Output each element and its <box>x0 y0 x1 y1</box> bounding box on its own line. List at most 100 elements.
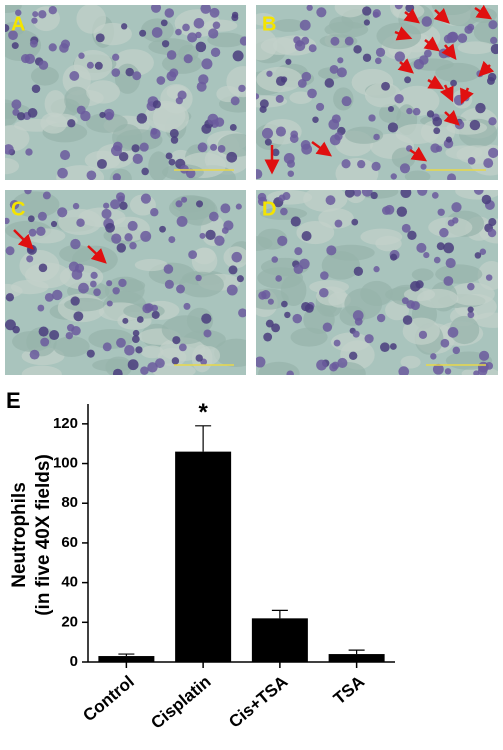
nucleus <box>238 308 246 318</box>
nucleus <box>394 5 403 10</box>
nucleus <box>11 42 19 50</box>
nucleus <box>20 54 31 64</box>
nucleus <box>481 194 492 205</box>
cytoplasm <box>134 258 168 272</box>
nucleus <box>5 217 10 225</box>
bar <box>98 656 155 662</box>
nucleus <box>336 67 347 78</box>
nucleus <box>266 70 273 77</box>
nucleus <box>205 229 216 241</box>
cytoplasm <box>86 112 128 133</box>
nucleus <box>238 84 246 93</box>
nucleus <box>195 41 207 53</box>
nucleus <box>380 342 390 353</box>
nucleus <box>371 161 381 171</box>
nucleus <box>15 9 22 17</box>
nucleus <box>208 28 219 39</box>
nucleus <box>344 190 355 198</box>
arrow <box>13 229 34 250</box>
cytoplasm <box>290 327 328 347</box>
nucleus <box>376 313 386 323</box>
nucleus <box>394 93 404 104</box>
nucleus <box>132 153 143 164</box>
nucleus <box>38 60 49 70</box>
nucleus <box>111 68 121 77</box>
x-tick-label: TSA <box>330 672 368 708</box>
nucleus <box>57 167 68 179</box>
nucleus <box>230 96 240 106</box>
nucleus <box>86 349 95 358</box>
cytoplasm <box>364 82 402 108</box>
nucleus <box>11 99 22 110</box>
micrograph: B <box>256 5 498 180</box>
cytoplasm <box>40 112 68 134</box>
nucleus <box>170 136 179 144</box>
nucleus <box>258 291 267 300</box>
cytoplasm <box>330 332 371 352</box>
nucleus <box>29 349 40 360</box>
cytoplasm <box>318 208 354 229</box>
nucleus <box>324 78 335 88</box>
nucleus <box>337 57 344 64</box>
nucleus <box>27 108 38 118</box>
nucleus <box>94 61 103 70</box>
nucleus <box>443 276 454 286</box>
nucleus <box>281 300 288 308</box>
nucleus <box>38 326 49 337</box>
cytoplasm <box>86 80 121 104</box>
nucleus <box>5 144 14 155</box>
nucleus <box>433 256 441 264</box>
nucleus <box>161 40 170 48</box>
nucleus <box>381 206 391 215</box>
cytoplasm <box>411 268 434 281</box>
nucleus <box>9 199 20 210</box>
y-tick-label: 20 <box>61 613 78 630</box>
cells <box>256 190 498 375</box>
nucleus <box>430 353 437 360</box>
bar <box>175 451 232 662</box>
nucleus <box>36 226 46 237</box>
nucleus <box>136 316 144 323</box>
nucleus <box>485 274 493 281</box>
nucleus <box>263 332 273 342</box>
cytoplasm <box>344 288 383 320</box>
nucleus <box>231 251 243 263</box>
nucleus <box>141 167 149 176</box>
nucleus <box>337 357 348 368</box>
nucleus <box>151 310 160 319</box>
nucleus <box>464 25 473 34</box>
nucleus <box>394 51 406 62</box>
nucleus <box>486 76 495 85</box>
nucleus <box>290 216 301 227</box>
nucleus <box>421 16 432 27</box>
nucleus <box>176 216 188 227</box>
nucleus <box>267 298 274 305</box>
nucleus <box>479 248 487 256</box>
nucleus <box>271 256 279 263</box>
nucleus <box>140 230 152 242</box>
nucleus <box>329 64 339 74</box>
nucleus <box>31 17 38 24</box>
nucleus <box>351 218 359 226</box>
nucleus <box>127 359 139 371</box>
arrow <box>474 4 493 20</box>
nucleus <box>231 14 239 22</box>
nucleus <box>112 53 120 61</box>
nucleus <box>447 327 459 338</box>
nucleus <box>436 242 445 251</box>
nucleus <box>48 43 57 52</box>
nucleus <box>239 36 246 46</box>
nucleus <box>112 287 120 295</box>
nucleus <box>25 148 33 156</box>
nucleus <box>452 346 461 355</box>
nucleus <box>122 317 129 324</box>
nucleus <box>73 311 84 322</box>
cytoplasm <box>114 63 141 94</box>
nucleus <box>59 43 69 53</box>
nucleus <box>325 195 336 206</box>
nucleus <box>164 279 174 289</box>
nucleus <box>120 23 128 30</box>
nucleus <box>259 99 269 109</box>
nucleus <box>116 337 126 348</box>
cytoplasm <box>53 336 90 357</box>
